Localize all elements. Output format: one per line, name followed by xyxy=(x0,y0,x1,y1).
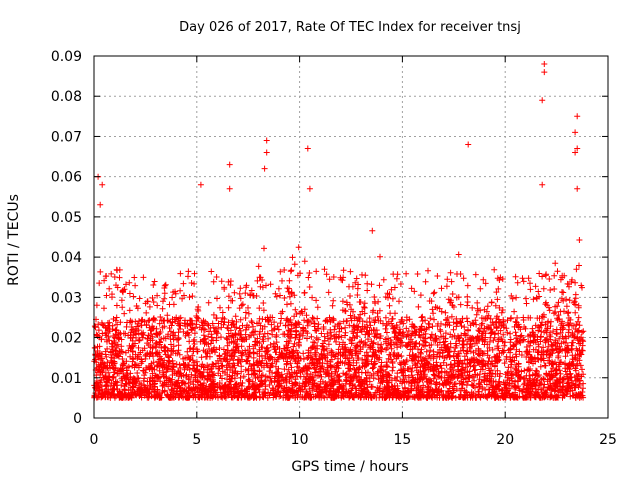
y-tick-label: 0.02 xyxy=(51,331,82,347)
y-tick-label: 0.01 xyxy=(51,371,82,387)
scatter-point xyxy=(574,145,581,152)
scatter-point xyxy=(306,185,313,192)
y-tick-label: 0.03 xyxy=(51,290,82,306)
axis-ticks: 0 0.01 0.02 0.03 0.04 0.05 0.06 0.07 0.08 0.09 0 5 1… xyxy=(51,49,617,448)
scatter-point xyxy=(572,129,579,136)
scatter-point xyxy=(263,137,270,144)
scatter-point xyxy=(226,185,233,192)
scatter-point xyxy=(465,141,472,148)
scatter-point xyxy=(574,185,581,192)
x-tick-label: 10 xyxy=(291,432,309,448)
y-tick-label: 0 xyxy=(73,411,82,427)
scatter-point xyxy=(304,145,311,152)
x-tick-label: 25 xyxy=(599,432,617,448)
scatter-point xyxy=(97,201,104,208)
scatter-point xyxy=(539,97,546,104)
y-tick-label: 0.09 xyxy=(51,49,82,65)
data-points xyxy=(91,61,587,401)
y-tick-label: 0.07 xyxy=(51,129,82,145)
scatter-point xyxy=(572,149,579,156)
scatter-point xyxy=(541,61,548,67)
y-axis-label: ROTI / TECUs xyxy=(6,194,22,286)
y-tick-label: 0.08 xyxy=(51,89,82,105)
scatter-point xyxy=(226,161,233,168)
chart-title: Day 026 of 2017, Rate Of TEC Index for r… xyxy=(179,20,521,35)
scatter-point xyxy=(541,69,548,76)
scatter-point xyxy=(539,181,546,188)
x-tick-label: 0 xyxy=(90,432,99,448)
scatter-point xyxy=(574,113,581,120)
x-tick-label: 5 xyxy=(192,432,201,448)
x-tick-label: 20 xyxy=(496,432,514,448)
plot-frame xyxy=(93,55,609,419)
y-tick-label: 0.05 xyxy=(51,210,82,226)
x-tick-label: 15 xyxy=(393,432,411,448)
y-tick-label: 0.06 xyxy=(51,170,82,186)
scatter-point xyxy=(263,149,270,156)
scatter-point xyxy=(197,181,204,188)
scatter-point xyxy=(99,181,106,188)
y-tick-label: 0.04 xyxy=(51,250,82,266)
scatter-point xyxy=(261,165,268,172)
x-axis-label: GPS time / hours xyxy=(291,459,408,475)
scatter-points-band xyxy=(91,227,587,401)
